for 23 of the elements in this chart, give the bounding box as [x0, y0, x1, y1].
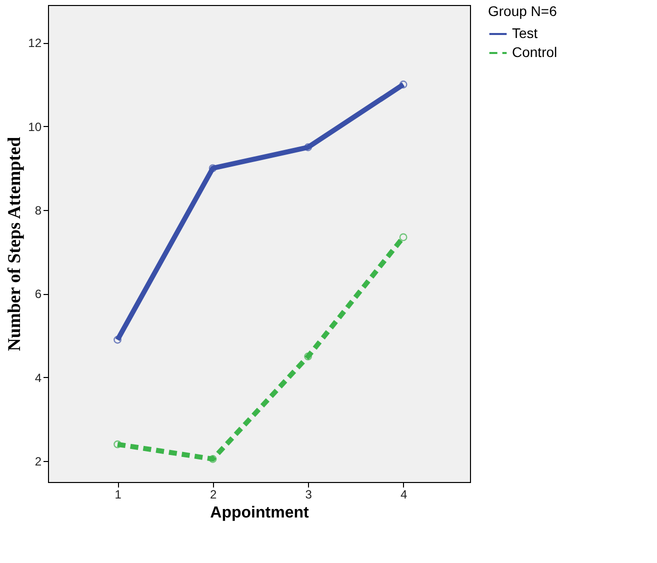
point [208, 455, 217, 463]
x-tick-label: 1 [114, 488, 122, 502]
point [114, 336, 122, 344]
y-tick-label: 8 [34, 204, 42, 218]
x-tick-label: 4 [400, 488, 408, 502]
point [304, 352, 312, 360]
x-tick-label: 2 [210, 488, 217, 502]
point [208, 164, 217, 172]
y-tick-label: 10 [28, 120, 42, 134]
point [399, 233, 408, 242]
x-axis-title: Appointment [210, 504, 310, 522]
y-tick-label: 12 [28, 36, 42, 50]
point [114, 440, 122, 448]
y-tick-label: 2 [34, 454, 42, 469]
legend-title: Group N=6 [488, 3, 558, 19]
x-tick-label: 3 [305, 488, 312, 502]
legend-label: Test [512, 25, 538, 41]
point [304, 143, 312, 152]
point [399, 80, 408, 88]
y-tick-label: 4 [34, 370, 42, 385]
y-axis-title: Number of Steps Attempted [4, 136, 24, 352]
legend-label: Control [512, 44, 558, 60]
y-tick-label: 6 [34, 287, 42, 302]
